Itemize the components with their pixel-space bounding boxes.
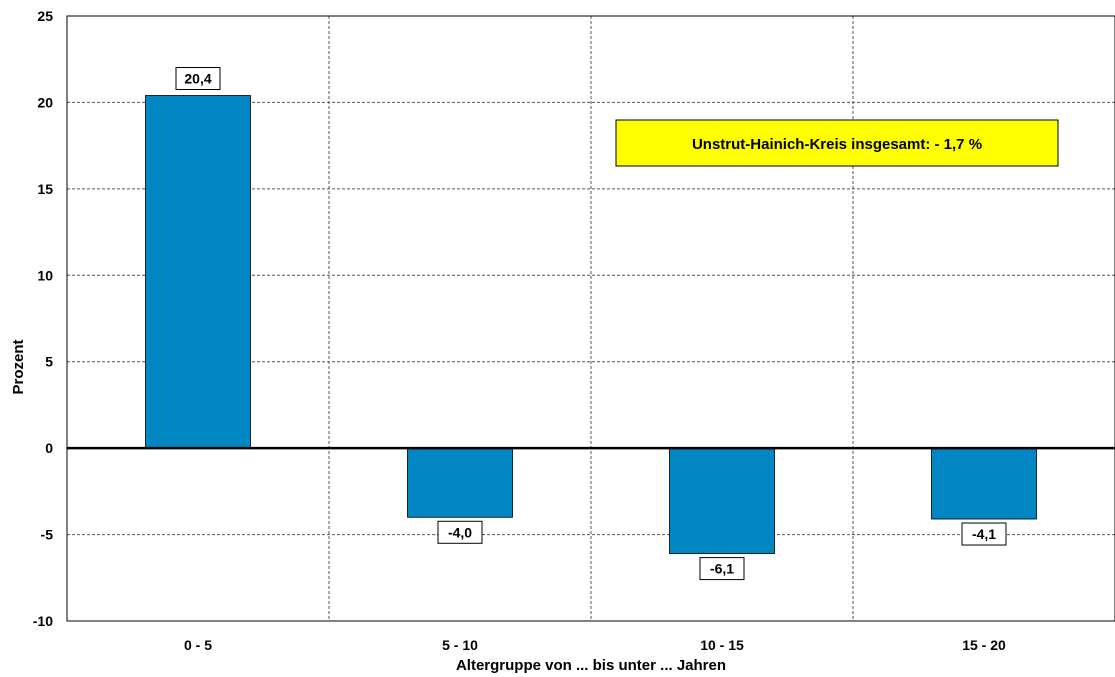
data-label-box: [961, 522, 1007, 546]
data-label: -4,1: [972, 526, 996, 542]
data-label: -4,0: [448, 524, 472, 540]
x-tick-label: 5 - 10: [442, 637, 478, 653]
annotation-text: Unstrut-Hainich-Kreis insgesamt: - 1,7 %: [692, 136, 982, 153]
data-label: -6,1: [710, 561, 734, 577]
plot-area: [66, 15, 1115, 622]
bar: [145, 95, 251, 449]
bar: [931, 447, 1037, 520]
y-tick-label: 25: [37, 8, 53, 24]
data-label-box: [699, 557, 745, 581]
y-tick-label: 0: [45, 440, 53, 456]
x-axis-title: Altergruppe von ... bis unter ... Jahren: [456, 657, 726, 674]
y-tick-labels: 25 20 15 10 5 0 -5 -10: [33, 8, 53, 629]
x-tick-labels: 0 - 5 5 - 10 10 - 15 15 - 20: [184, 637, 1006, 653]
x-tick-label: 0 - 5: [184, 637, 212, 653]
data-label: 20,4: [184, 71, 211, 87]
bar: [669, 447, 775, 554]
x-tick-label: 10 - 15: [700, 637, 744, 653]
bar: [407, 447, 513, 518]
data-labels: 20,4 -4,0 -6,1 -4,1: [175, 67, 1007, 581]
y-tick-label: 10: [37, 267, 53, 283]
data-label-box: [175, 67, 221, 91]
y-tick-label: 20: [37, 94, 53, 110]
x-tick-label: 15 - 20: [962, 637, 1006, 653]
y-tick-label: -10: [33, 613, 53, 629]
y-tick-label: 15: [37, 181, 53, 197]
annotation-box: Unstrut-Hainich-Kreis insgesamt: - 1,7 %: [615, 119, 1059, 167]
gridlines: [67, 16, 1115, 621]
data-label-box: [437, 520, 483, 544]
y-tick-label: -5: [41, 527, 54, 543]
y-tick-label: 5: [45, 354, 53, 370]
bars: [145, 95, 1037, 554]
y-axis-title: Prozent: [10, 339, 27, 394]
annotation-background: [615, 119, 1059, 167]
